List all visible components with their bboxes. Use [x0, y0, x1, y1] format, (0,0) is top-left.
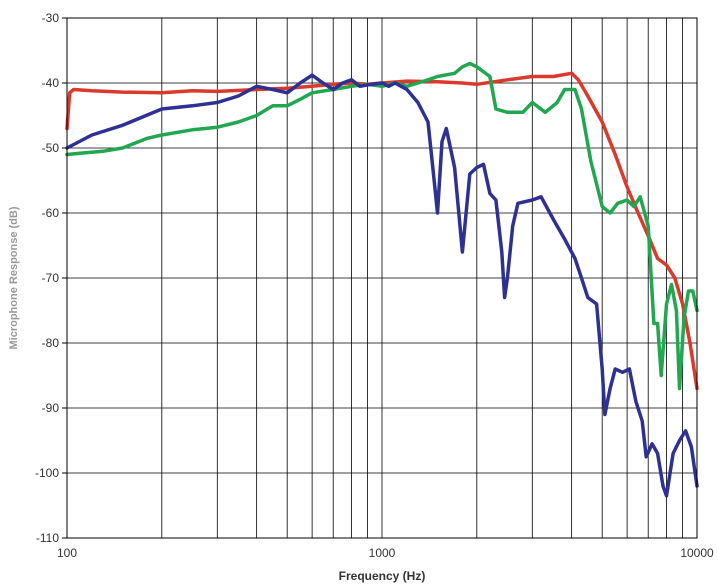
y-tick-label: -70: [42, 271, 60, 285]
y-tick-label: -40: [42, 76, 60, 90]
x-tick-label: 100: [57, 546, 77, 560]
x-tick-labels: 100 1000 10000: [57, 546, 714, 560]
plot-frame: [66, 17, 698, 539]
y-tick-label: -60: [42, 206, 60, 220]
y-tick-label: -50: [42, 141, 60, 155]
y-tick-label: -110: [36, 531, 59, 545]
y-axis-title: Microphone Response (dB): [8, 206, 20, 349]
y-tick-labels: -30 -40 -50 -60 -70 -80 -90 -100 -110: [35, 11, 59, 545]
series-line-green: [65, 61, 699, 391]
x-tick-label: 1000: [369, 546, 396, 560]
series-line-blue: [65, 73, 699, 498]
series-group: [65, 61, 699, 498]
x-tick-label: 10000: [680, 546, 714, 560]
x-axis-title: Frequency (Hz): [339, 569, 426, 583]
y-tick-label: -100: [35, 466, 59, 480]
grid: [62, 17, 697, 539]
y-tick-label: -90: [42, 401, 60, 415]
y-tick-label: -30: [42, 11, 60, 25]
y-tick-label: -80: [42, 336, 60, 350]
